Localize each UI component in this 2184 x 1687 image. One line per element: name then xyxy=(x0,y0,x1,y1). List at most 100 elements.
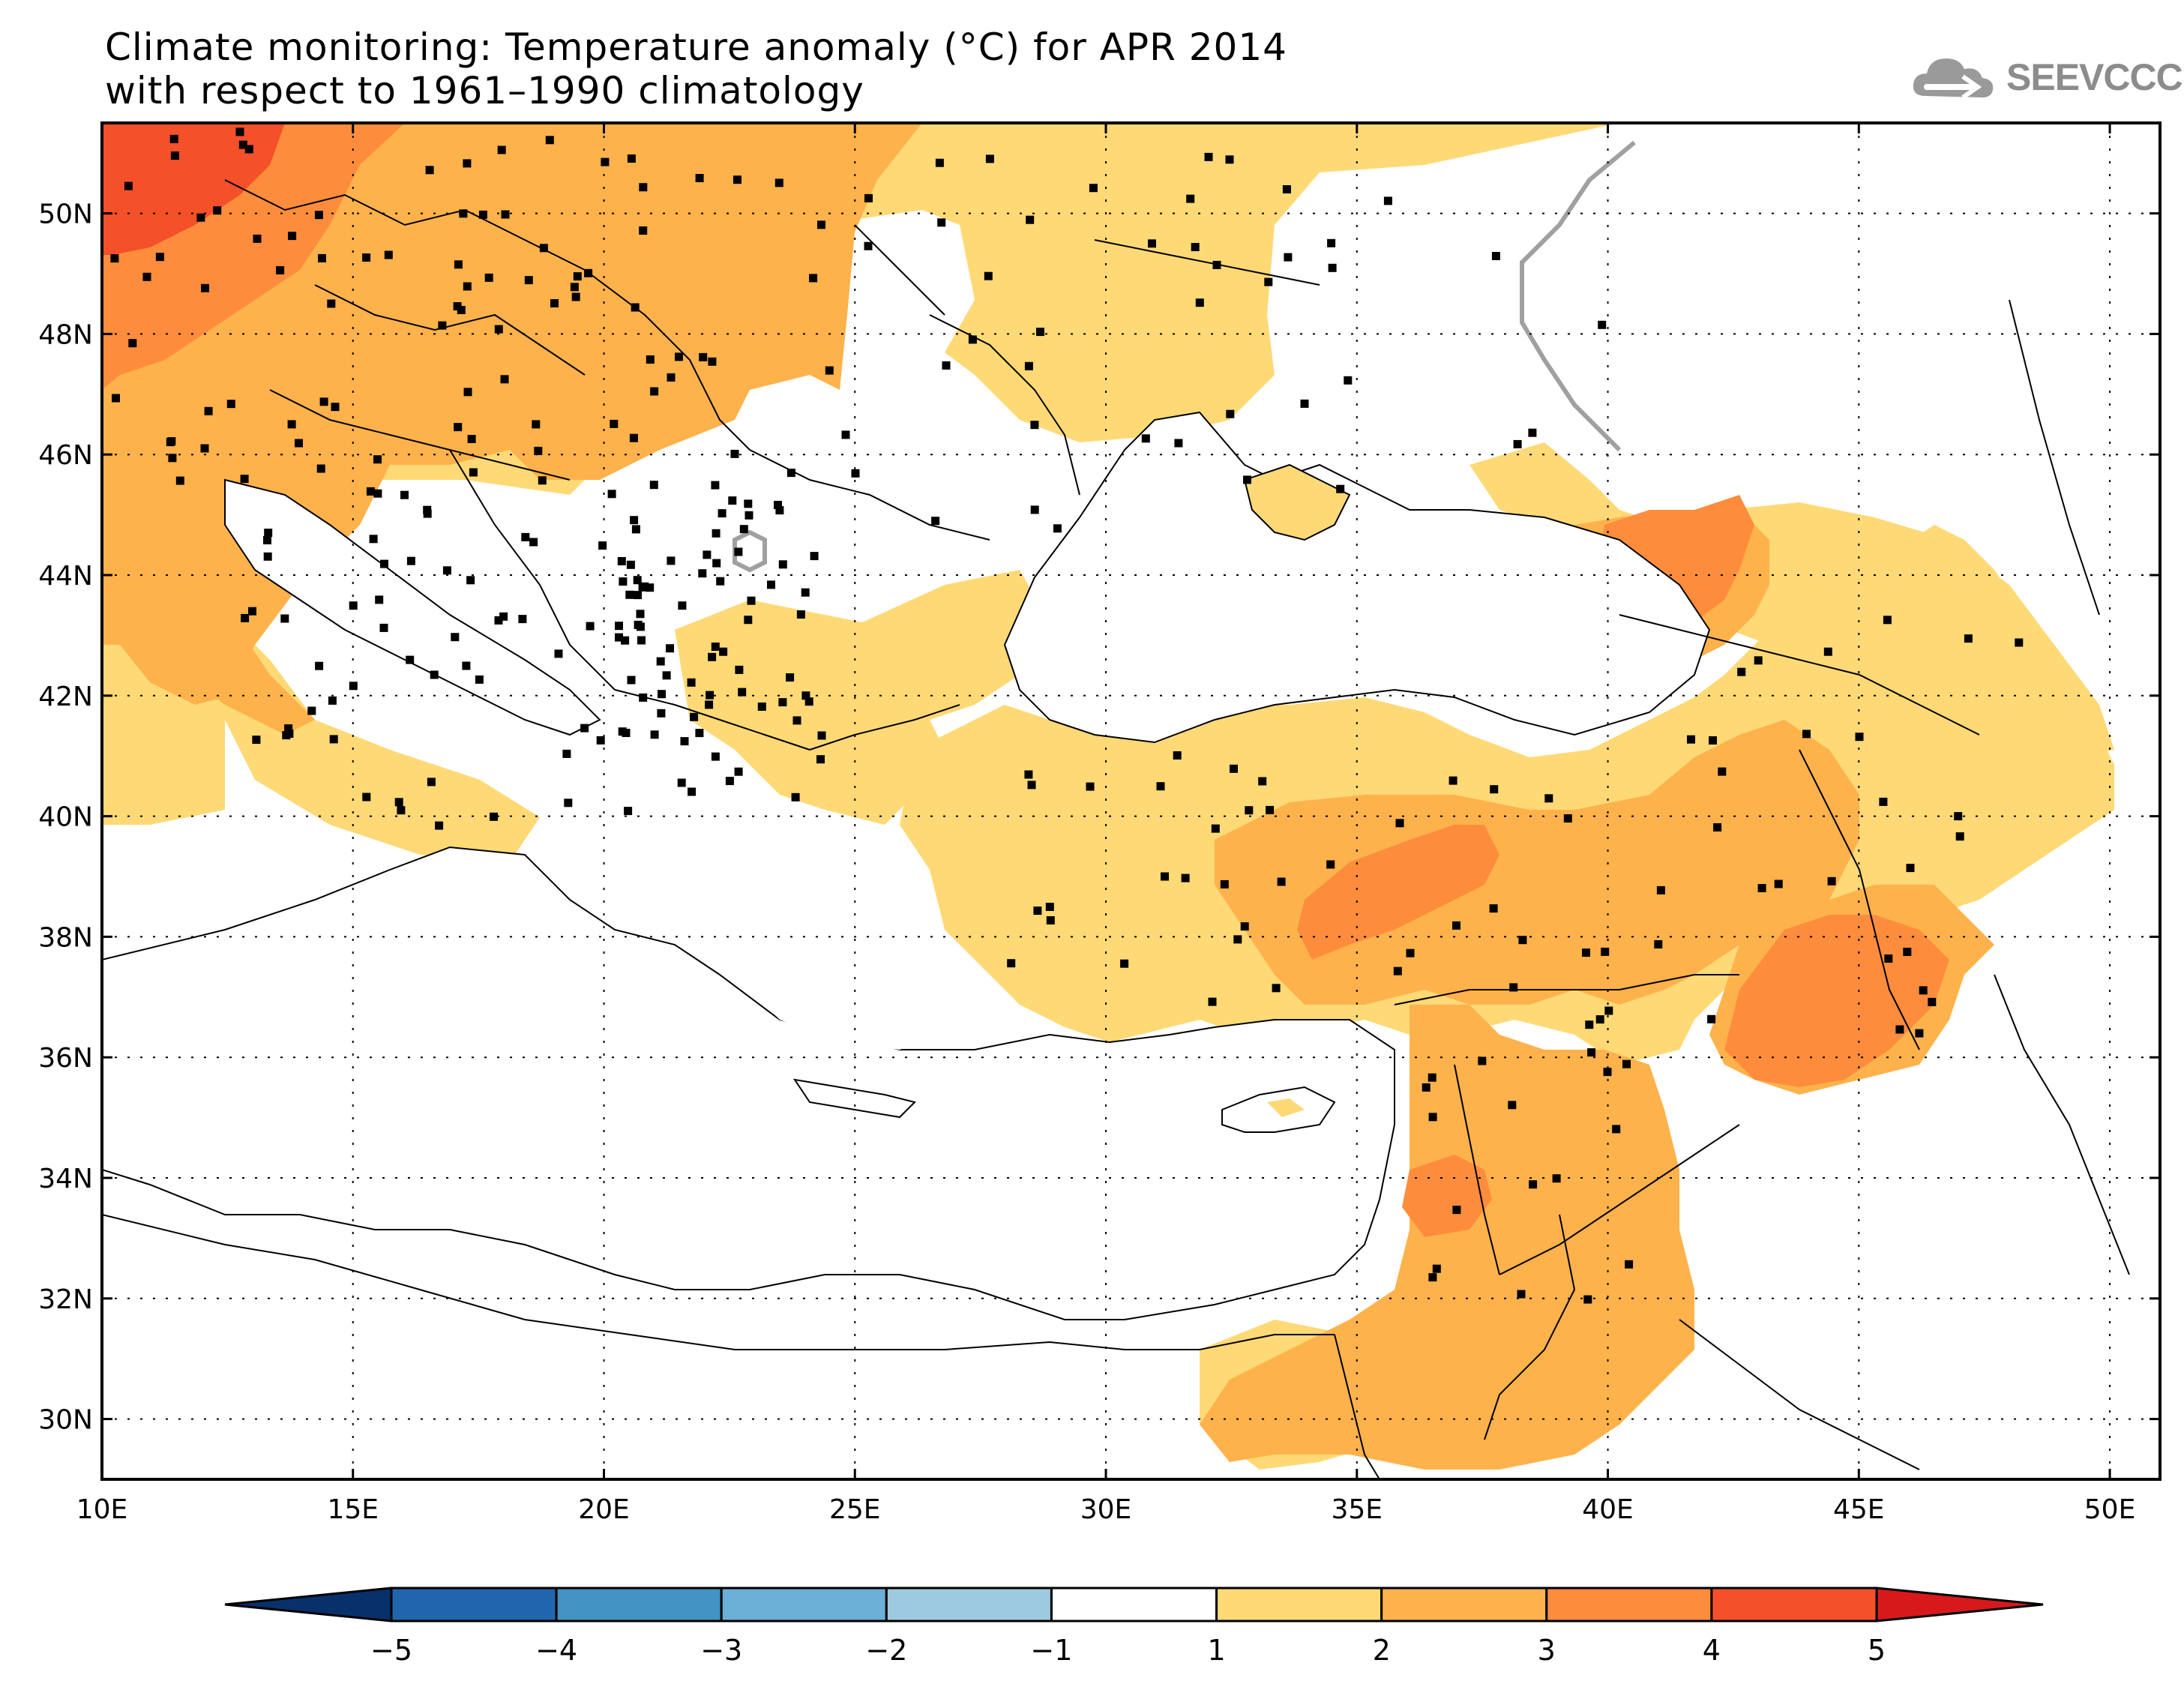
station-marker xyxy=(124,181,133,190)
station-marker xyxy=(1802,730,1811,739)
station-marker xyxy=(586,622,595,631)
colorbar-segment xyxy=(390,1587,558,1623)
station-marker xyxy=(1243,475,1251,484)
station-marker xyxy=(1585,1020,1594,1029)
station-marker xyxy=(778,698,787,707)
station-marker xyxy=(497,145,506,154)
station-marker xyxy=(786,673,795,682)
station-marker xyxy=(430,670,439,679)
station-marker xyxy=(1955,832,1964,841)
station-marker xyxy=(757,703,766,711)
station-marker xyxy=(1045,903,1054,911)
station-marker xyxy=(596,736,605,745)
crimea xyxy=(1243,463,1351,541)
station-marker xyxy=(425,166,434,175)
station-marker xyxy=(475,675,484,684)
station-marker xyxy=(327,299,336,308)
station-marker xyxy=(1141,434,1150,443)
station-marker xyxy=(285,730,294,738)
station-marker xyxy=(1174,439,1183,448)
lon-tick-label: 35E xyxy=(1331,1494,1383,1525)
station-marker xyxy=(657,709,666,718)
station-marker xyxy=(801,691,810,700)
anomaly-band-2-3-levant xyxy=(1200,1005,1694,1470)
station-marker xyxy=(1954,812,1963,821)
lat-tick-label: 38N xyxy=(38,922,93,953)
station-marker xyxy=(280,614,289,623)
station-marker xyxy=(678,601,687,610)
station-marker xyxy=(733,175,741,184)
station-marker xyxy=(240,475,249,484)
station-marker xyxy=(1186,194,1195,203)
station-marker xyxy=(796,610,805,619)
station-marker xyxy=(244,145,253,154)
station-marker xyxy=(168,454,177,463)
station-marker xyxy=(1517,1290,1526,1299)
lon-tick-label: 15E xyxy=(327,1494,379,1525)
station-marker xyxy=(1654,940,1663,948)
station-marker xyxy=(804,697,813,706)
station-marker xyxy=(1563,814,1572,823)
station-marker xyxy=(864,241,873,250)
station-marker xyxy=(1529,1180,1538,1189)
black-sea xyxy=(1003,411,1711,744)
colorbar-segment xyxy=(1545,1587,1713,1623)
station-marker xyxy=(1895,1025,1904,1034)
station-marker xyxy=(631,525,640,534)
station-marker xyxy=(288,232,297,241)
station-marker xyxy=(307,706,316,715)
station-marker xyxy=(438,321,447,330)
anomaly-band-3-4-levant xyxy=(1402,1155,1492,1237)
lat-tick-label: 34N xyxy=(38,1164,93,1194)
lon-tick-label: 10E xyxy=(76,1494,128,1525)
station-marker xyxy=(573,272,582,281)
station-marker xyxy=(110,254,119,263)
colorbar-tick-label: 4 xyxy=(1703,1634,1721,1667)
station-marker xyxy=(453,302,462,310)
station-marker xyxy=(494,325,503,334)
station-marker xyxy=(128,339,137,348)
station-marker xyxy=(851,469,860,478)
station-marker xyxy=(1300,399,1309,408)
lat-tick-label: 30N xyxy=(38,1405,93,1436)
colorbar-tick-label: −1 xyxy=(1030,1634,1072,1667)
station-marker xyxy=(1120,959,1129,968)
station-marker xyxy=(406,655,415,664)
colorbar-segment xyxy=(1050,1587,1218,1623)
station-marker xyxy=(985,154,994,163)
station-marker xyxy=(380,559,388,568)
map-axes: 10E 15E 20E 25E 30E 35E 40E 45E 50E 30N 32N 34N 36N 3… xyxy=(38,123,2160,1525)
station-marker xyxy=(1220,879,1229,888)
station-marker xyxy=(718,509,727,518)
colorbar-tick-label: 1 xyxy=(1207,1634,1225,1667)
station-marker xyxy=(774,501,782,509)
station-marker xyxy=(1582,948,1590,957)
station-marker xyxy=(1428,1073,1437,1082)
station-marker xyxy=(705,700,714,709)
colorbar-tick-label: 2 xyxy=(1373,1634,1391,1667)
lat-tick-label: 40N xyxy=(38,802,93,833)
station-marker xyxy=(687,678,696,687)
station-marker xyxy=(1053,524,1062,533)
station-marker xyxy=(680,737,689,746)
station-marker xyxy=(1195,298,1204,307)
station-marker xyxy=(295,439,303,448)
station-marker xyxy=(650,730,659,739)
map-title: Climate monitoring: Temperature anomaly … xyxy=(105,25,1287,112)
station-marker xyxy=(1855,733,1864,742)
station-marker xyxy=(744,511,753,520)
station-marker xyxy=(1226,409,1235,418)
station-marker xyxy=(1513,439,1522,448)
station-marker xyxy=(695,729,704,738)
station-marker xyxy=(319,397,328,406)
station-marker xyxy=(667,556,676,565)
station-marker xyxy=(688,787,697,796)
station-marker xyxy=(775,506,784,515)
colorbar-segment xyxy=(1710,1587,1878,1623)
station-marker xyxy=(155,253,164,262)
station-marker xyxy=(1245,806,1254,815)
station-marker xyxy=(463,159,472,168)
station-marker xyxy=(1027,781,1036,790)
station-marker xyxy=(662,671,671,680)
